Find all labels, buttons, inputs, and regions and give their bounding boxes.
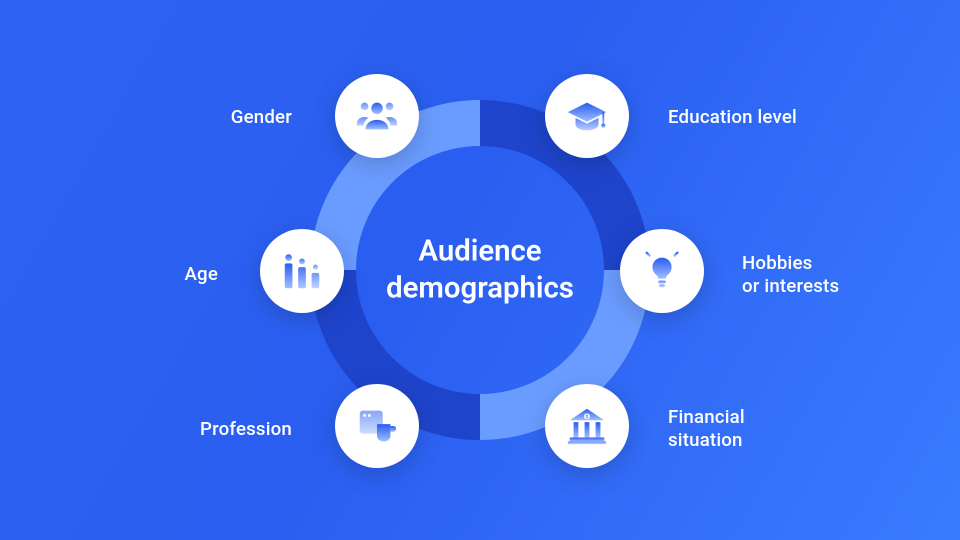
node-hobbies [620, 229, 704, 313]
bank-money-icon: $ [564, 403, 610, 449]
center-title: Audience demographics [386, 233, 574, 306]
label-gender: Gender [231, 106, 292, 129]
label-age: Age [185, 263, 219, 286]
node-age [260, 229, 344, 313]
lightbulb-icon [639, 248, 685, 294]
node-gender [335, 74, 419, 158]
svg-text:$: $ [586, 414, 589, 421]
label-hobbies: Hobbiesor interests [742, 252, 839, 299]
people-icon [354, 93, 400, 139]
label-education: Education level [668, 106, 797, 129]
node-education [545, 74, 629, 158]
coffee-app-icon [354, 403, 400, 449]
label-profession: Profession [200, 418, 292, 441]
grad-cap-icon [564, 93, 610, 139]
node-financial: $ [545, 384, 629, 468]
infographic-canvas: Audience demographics Gender Age [0, 0, 960, 540]
label-financial: Financialsituation [668, 406, 745, 453]
center-title-line2: demographics [386, 270, 574, 307]
node-profession [335, 384, 419, 468]
age-chart-icon [279, 248, 325, 294]
center-title-line1: Audience [386, 233, 574, 270]
